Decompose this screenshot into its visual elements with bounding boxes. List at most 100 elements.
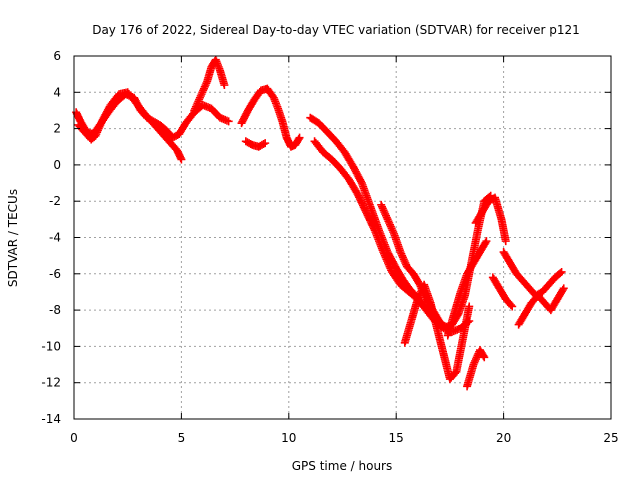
data-point <box>398 251 407 260</box>
data-point <box>379 206 388 215</box>
data-point <box>469 360 478 369</box>
data-point <box>202 79 211 88</box>
data-point <box>400 257 409 266</box>
data-point <box>416 289 425 298</box>
data-point <box>388 226 397 235</box>
data-point <box>471 356 480 365</box>
x-axis-label: GPS time / hours <box>292 459 393 473</box>
data-point <box>558 285 567 294</box>
data-point <box>92 130 101 139</box>
data-point <box>472 353 481 362</box>
data-marks <box>72 55 568 391</box>
data-point <box>501 237 510 246</box>
data-point <box>193 99 202 108</box>
y-tick-label: -10 <box>41 339 61 353</box>
series-arc-10 <box>443 237 491 340</box>
data-point <box>199 86 208 95</box>
data-point <box>559 284 568 293</box>
data-point <box>415 291 424 300</box>
data-point <box>220 81 229 90</box>
data-point <box>261 139 270 148</box>
data-point <box>191 102 200 111</box>
data-point <box>471 355 480 364</box>
data-point <box>413 295 422 304</box>
data-point <box>190 106 199 115</box>
data-point <box>465 302 474 311</box>
data-point <box>397 249 406 258</box>
series-arc-9 <box>400 280 474 384</box>
x-tick-label: 25 <box>603 431 618 445</box>
data-point <box>195 95 204 104</box>
data-point <box>294 135 303 144</box>
x-tick-label: 10 <box>281 431 296 445</box>
series-arc-4 <box>237 84 304 151</box>
data-point <box>396 248 405 257</box>
series-arc-11 <box>463 346 489 391</box>
data-point <box>195 93 204 102</box>
data-point <box>506 301 515 310</box>
data-point <box>386 220 395 229</box>
data-point <box>224 117 233 126</box>
data-point <box>480 353 489 362</box>
data-point <box>381 211 390 220</box>
data-point <box>389 228 398 237</box>
series-arc-14 <box>514 284 568 329</box>
data-point <box>378 204 387 213</box>
data-point <box>380 208 389 217</box>
data-point <box>384 217 393 226</box>
data-point <box>557 267 566 276</box>
data-point <box>93 128 102 137</box>
data-point <box>194 97 203 106</box>
data-point <box>482 237 491 246</box>
series-arc-5 <box>241 137 270 151</box>
data-point <box>401 258 410 267</box>
y-tick-label: -12 <box>41 376 61 390</box>
data-point <box>94 124 103 133</box>
y-tick-label: 0 <box>53 158 61 172</box>
y-tick-label: -14 <box>41 412 61 426</box>
y-tick-label: 6 <box>53 49 61 63</box>
data-point <box>399 255 408 264</box>
data-point <box>295 133 304 142</box>
data-point <box>377 202 386 211</box>
series-arc-15 <box>488 273 517 311</box>
axes: 0 5 10 15 20 25 -14 -12 -10 -8 -6 -4 -2 0 2 4 6 <box>41 49 618 445</box>
data-point <box>199 84 208 93</box>
data-point <box>385 218 394 227</box>
data-point <box>398 253 407 262</box>
data-point <box>196 91 205 100</box>
data-point <box>386 222 395 231</box>
series-arc-2 <box>74 88 186 164</box>
data-point <box>508 302 517 311</box>
data-point <box>479 351 488 360</box>
x-tick-label: 5 <box>178 431 186 445</box>
series-arc-12 <box>471 193 510 246</box>
y-tick-label: -6 <box>49 267 61 281</box>
data-point <box>414 293 423 302</box>
data-point <box>259 140 268 149</box>
data-point <box>377 200 386 209</box>
y-tick-label: -2 <box>49 194 61 208</box>
data-point <box>198 88 207 97</box>
data-point <box>381 209 390 218</box>
data-point <box>197 90 206 99</box>
data-point <box>481 238 490 247</box>
y-tick-label: 4 <box>53 85 61 99</box>
data-point <box>96 120 105 129</box>
data-point <box>201 81 210 90</box>
x-tick-label: 15 <box>389 431 404 445</box>
y-tick-label: -4 <box>49 231 61 245</box>
series-arc-3 <box>190 55 229 115</box>
data-point <box>91 131 100 140</box>
data-point <box>192 101 201 110</box>
x-tick-label: 20 <box>496 431 511 445</box>
y-tick-label: 2 <box>53 122 61 136</box>
chart-title: Day 176 of 2022, Sidereal Day-to-day VTE… <box>92 23 580 37</box>
data-point <box>177 155 186 164</box>
data-point <box>382 213 391 222</box>
data-point <box>383 215 392 224</box>
data-point <box>95 122 104 131</box>
data-point <box>200 82 209 91</box>
